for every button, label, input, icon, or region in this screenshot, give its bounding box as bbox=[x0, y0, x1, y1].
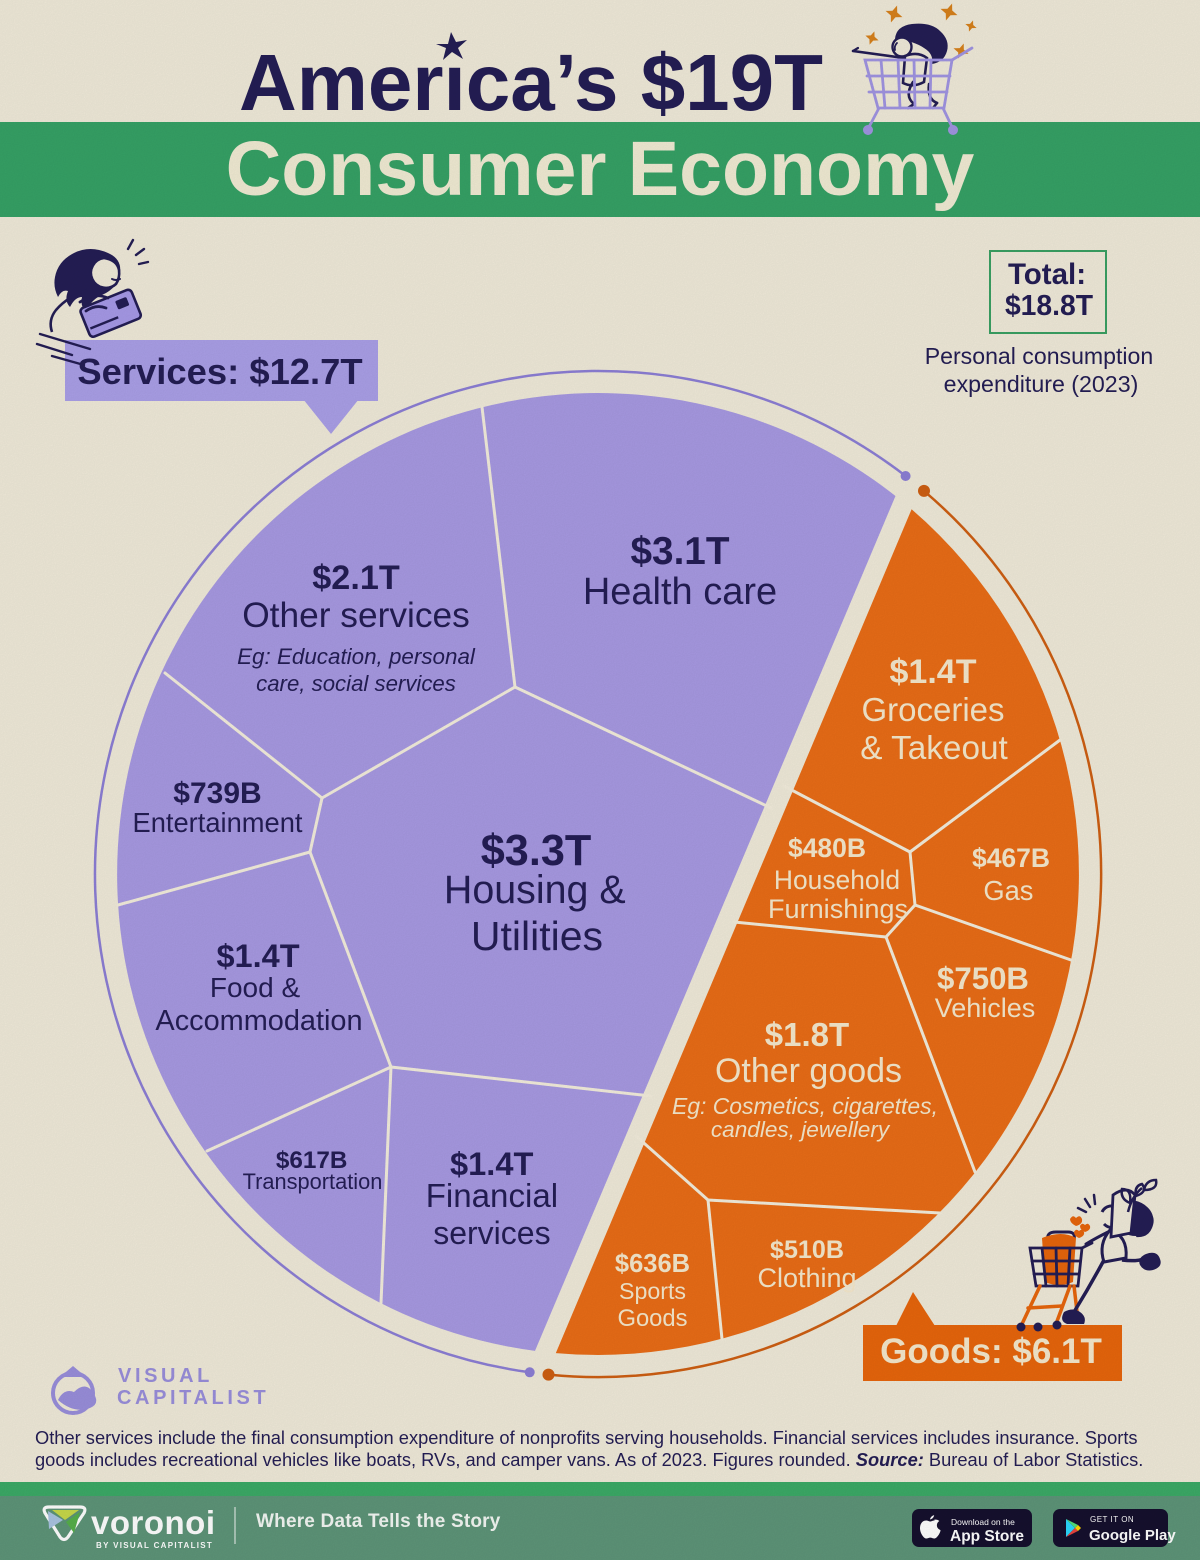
svg-text:GET IT ON: GET IT ON bbox=[1090, 1515, 1134, 1524]
svg-text:App Store: App Store bbox=[950, 1528, 1024, 1545]
svg-text:Google Play: Google Play bbox=[1089, 1527, 1176, 1544]
svg-text:Download on the: Download on the bbox=[951, 1517, 1015, 1527]
